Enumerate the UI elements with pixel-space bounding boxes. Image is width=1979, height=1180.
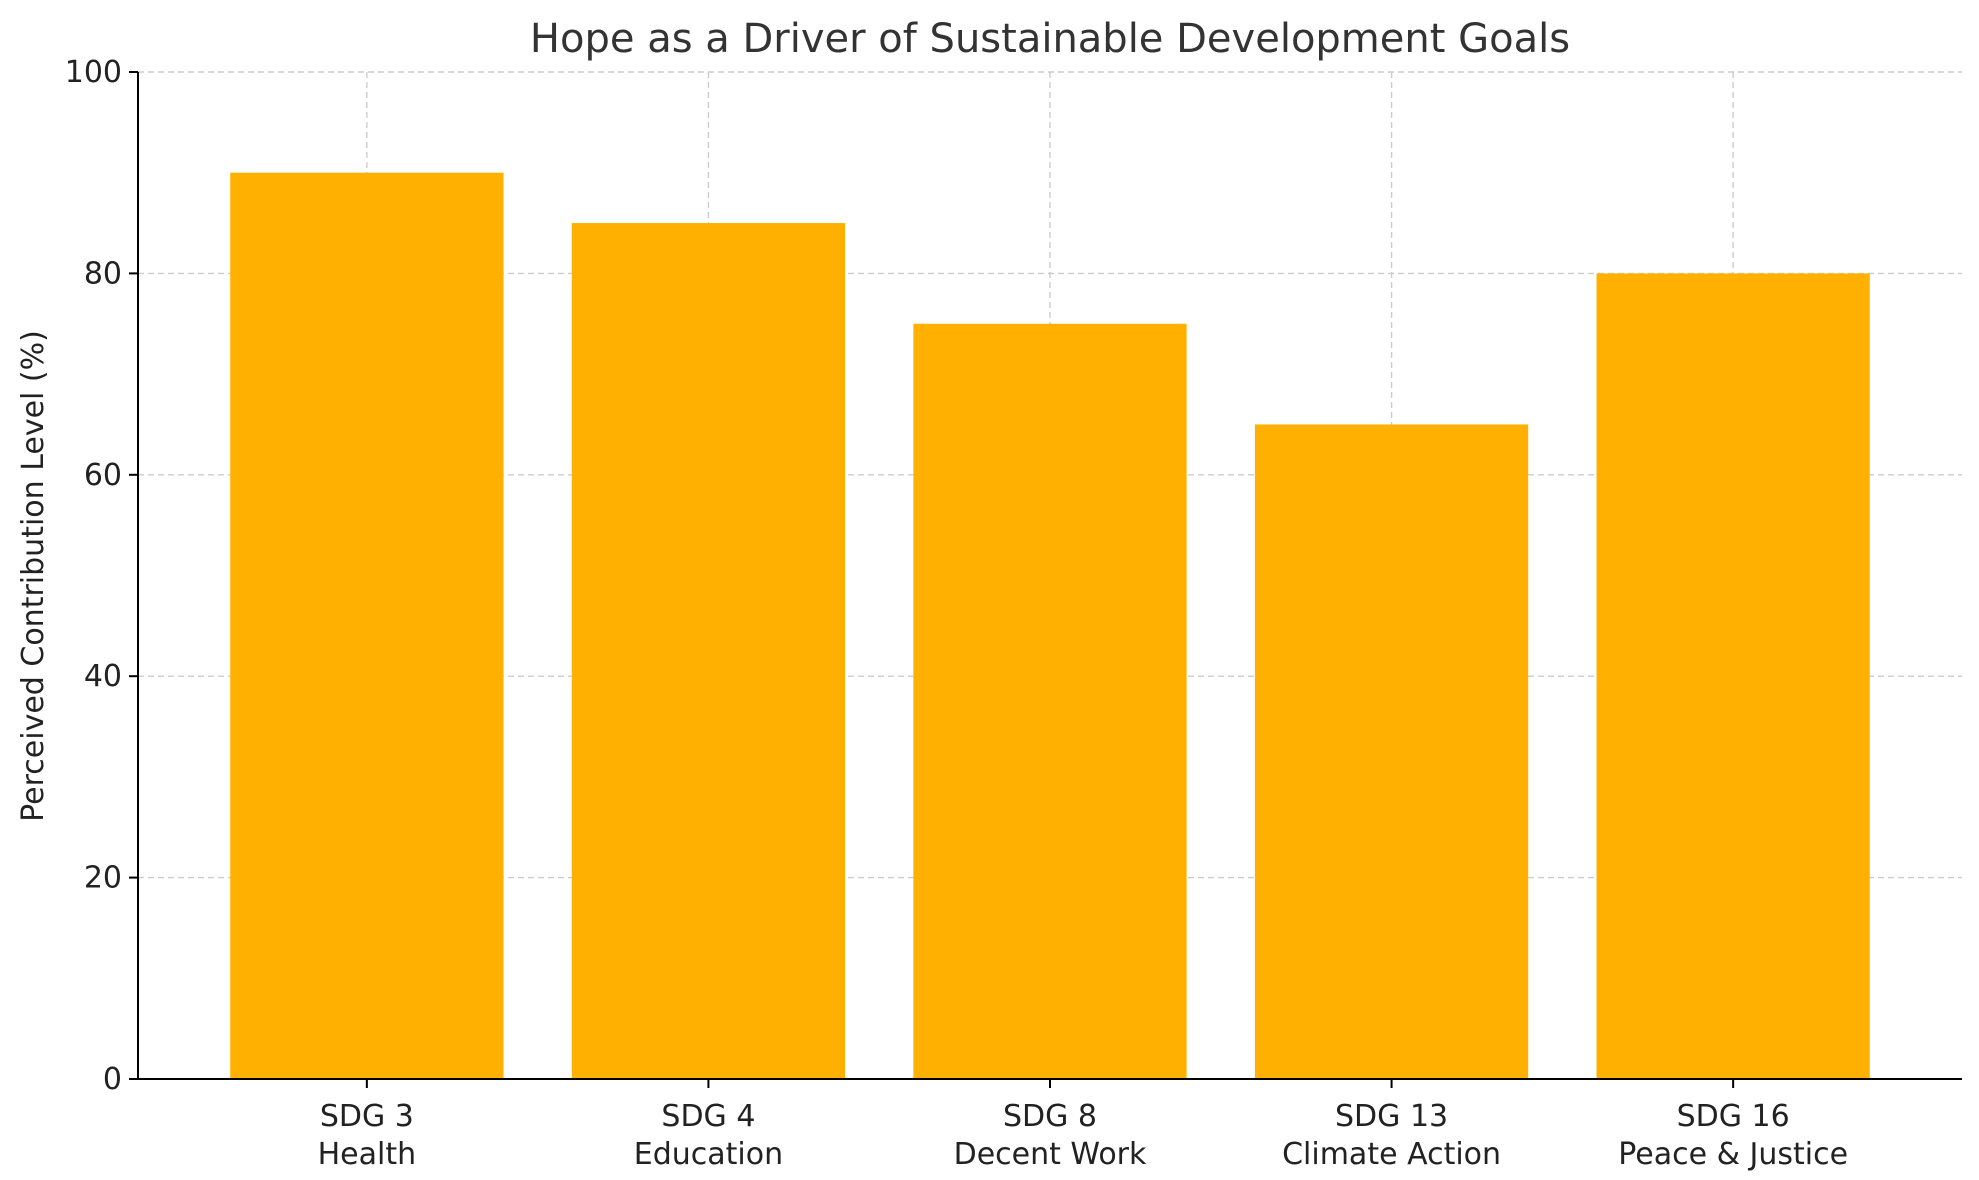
y-tick-label: 20 bbox=[84, 861, 122, 896]
bar bbox=[571, 223, 846, 1080]
x-tick-label-line: SDG 16 bbox=[1677, 1099, 1790, 1134]
bar bbox=[913, 323, 1187, 1079]
x-tick-label-line: Decent Work bbox=[954, 1137, 1147, 1172]
y-tick-label: 80 bbox=[84, 256, 122, 291]
x-tick-label-line: SDG 3 bbox=[320, 1099, 414, 1134]
bar bbox=[1254, 424, 1529, 1079]
x-tick-label-line: Education bbox=[634, 1137, 783, 1172]
y-tick-label: 100 bbox=[65, 55, 122, 90]
y-ticks: 0 20 40 60 80 100 bbox=[65, 55, 138, 1097]
x-tick-label: SDG 13 Climate Action bbox=[1282, 1099, 1501, 1172]
x-tick-label: SDG 8 Decent Work bbox=[954, 1099, 1147, 1172]
x-tick-label-line: SDG 4 bbox=[661, 1099, 755, 1134]
x-tick-label-line: SDG 8 bbox=[1003, 1099, 1097, 1134]
x-tick-label-line: SDG 13 bbox=[1335, 1099, 1448, 1134]
x-tick-label-line: Climate Action bbox=[1282, 1137, 1501, 1172]
x-ticks: SDG 3 Health SDG 4 Education SDG 8 Decent Wor… bbox=[318, 1079, 1848, 1172]
bar bbox=[230, 172, 504, 1079]
y-axis-label: Perceived Contribution Level (%) bbox=[16, 330, 51, 822]
x-tick-label: SDG 4 Education bbox=[634, 1099, 783, 1172]
y-tick-label: 40 bbox=[84, 659, 122, 694]
chart-title: Hope as a Driver of Sustainable Developm… bbox=[530, 16, 1570, 62]
x-tick-label: SDG 3 Health bbox=[318, 1099, 417, 1172]
bars bbox=[230, 172, 1870, 1080]
y-tick-label: 60 bbox=[84, 458, 122, 493]
x-tick-label: SDG 16 Peace & Justice bbox=[1618, 1099, 1848, 1172]
bar bbox=[1596, 273, 1870, 1079]
y-tick-label: 0 bbox=[103, 1062, 122, 1097]
x-tick-label-line: Health bbox=[318, 1137, 417, 1172]
x-tick-label-line: Peace & Justice bbox=[1618, 1137, 1848, 1172]
